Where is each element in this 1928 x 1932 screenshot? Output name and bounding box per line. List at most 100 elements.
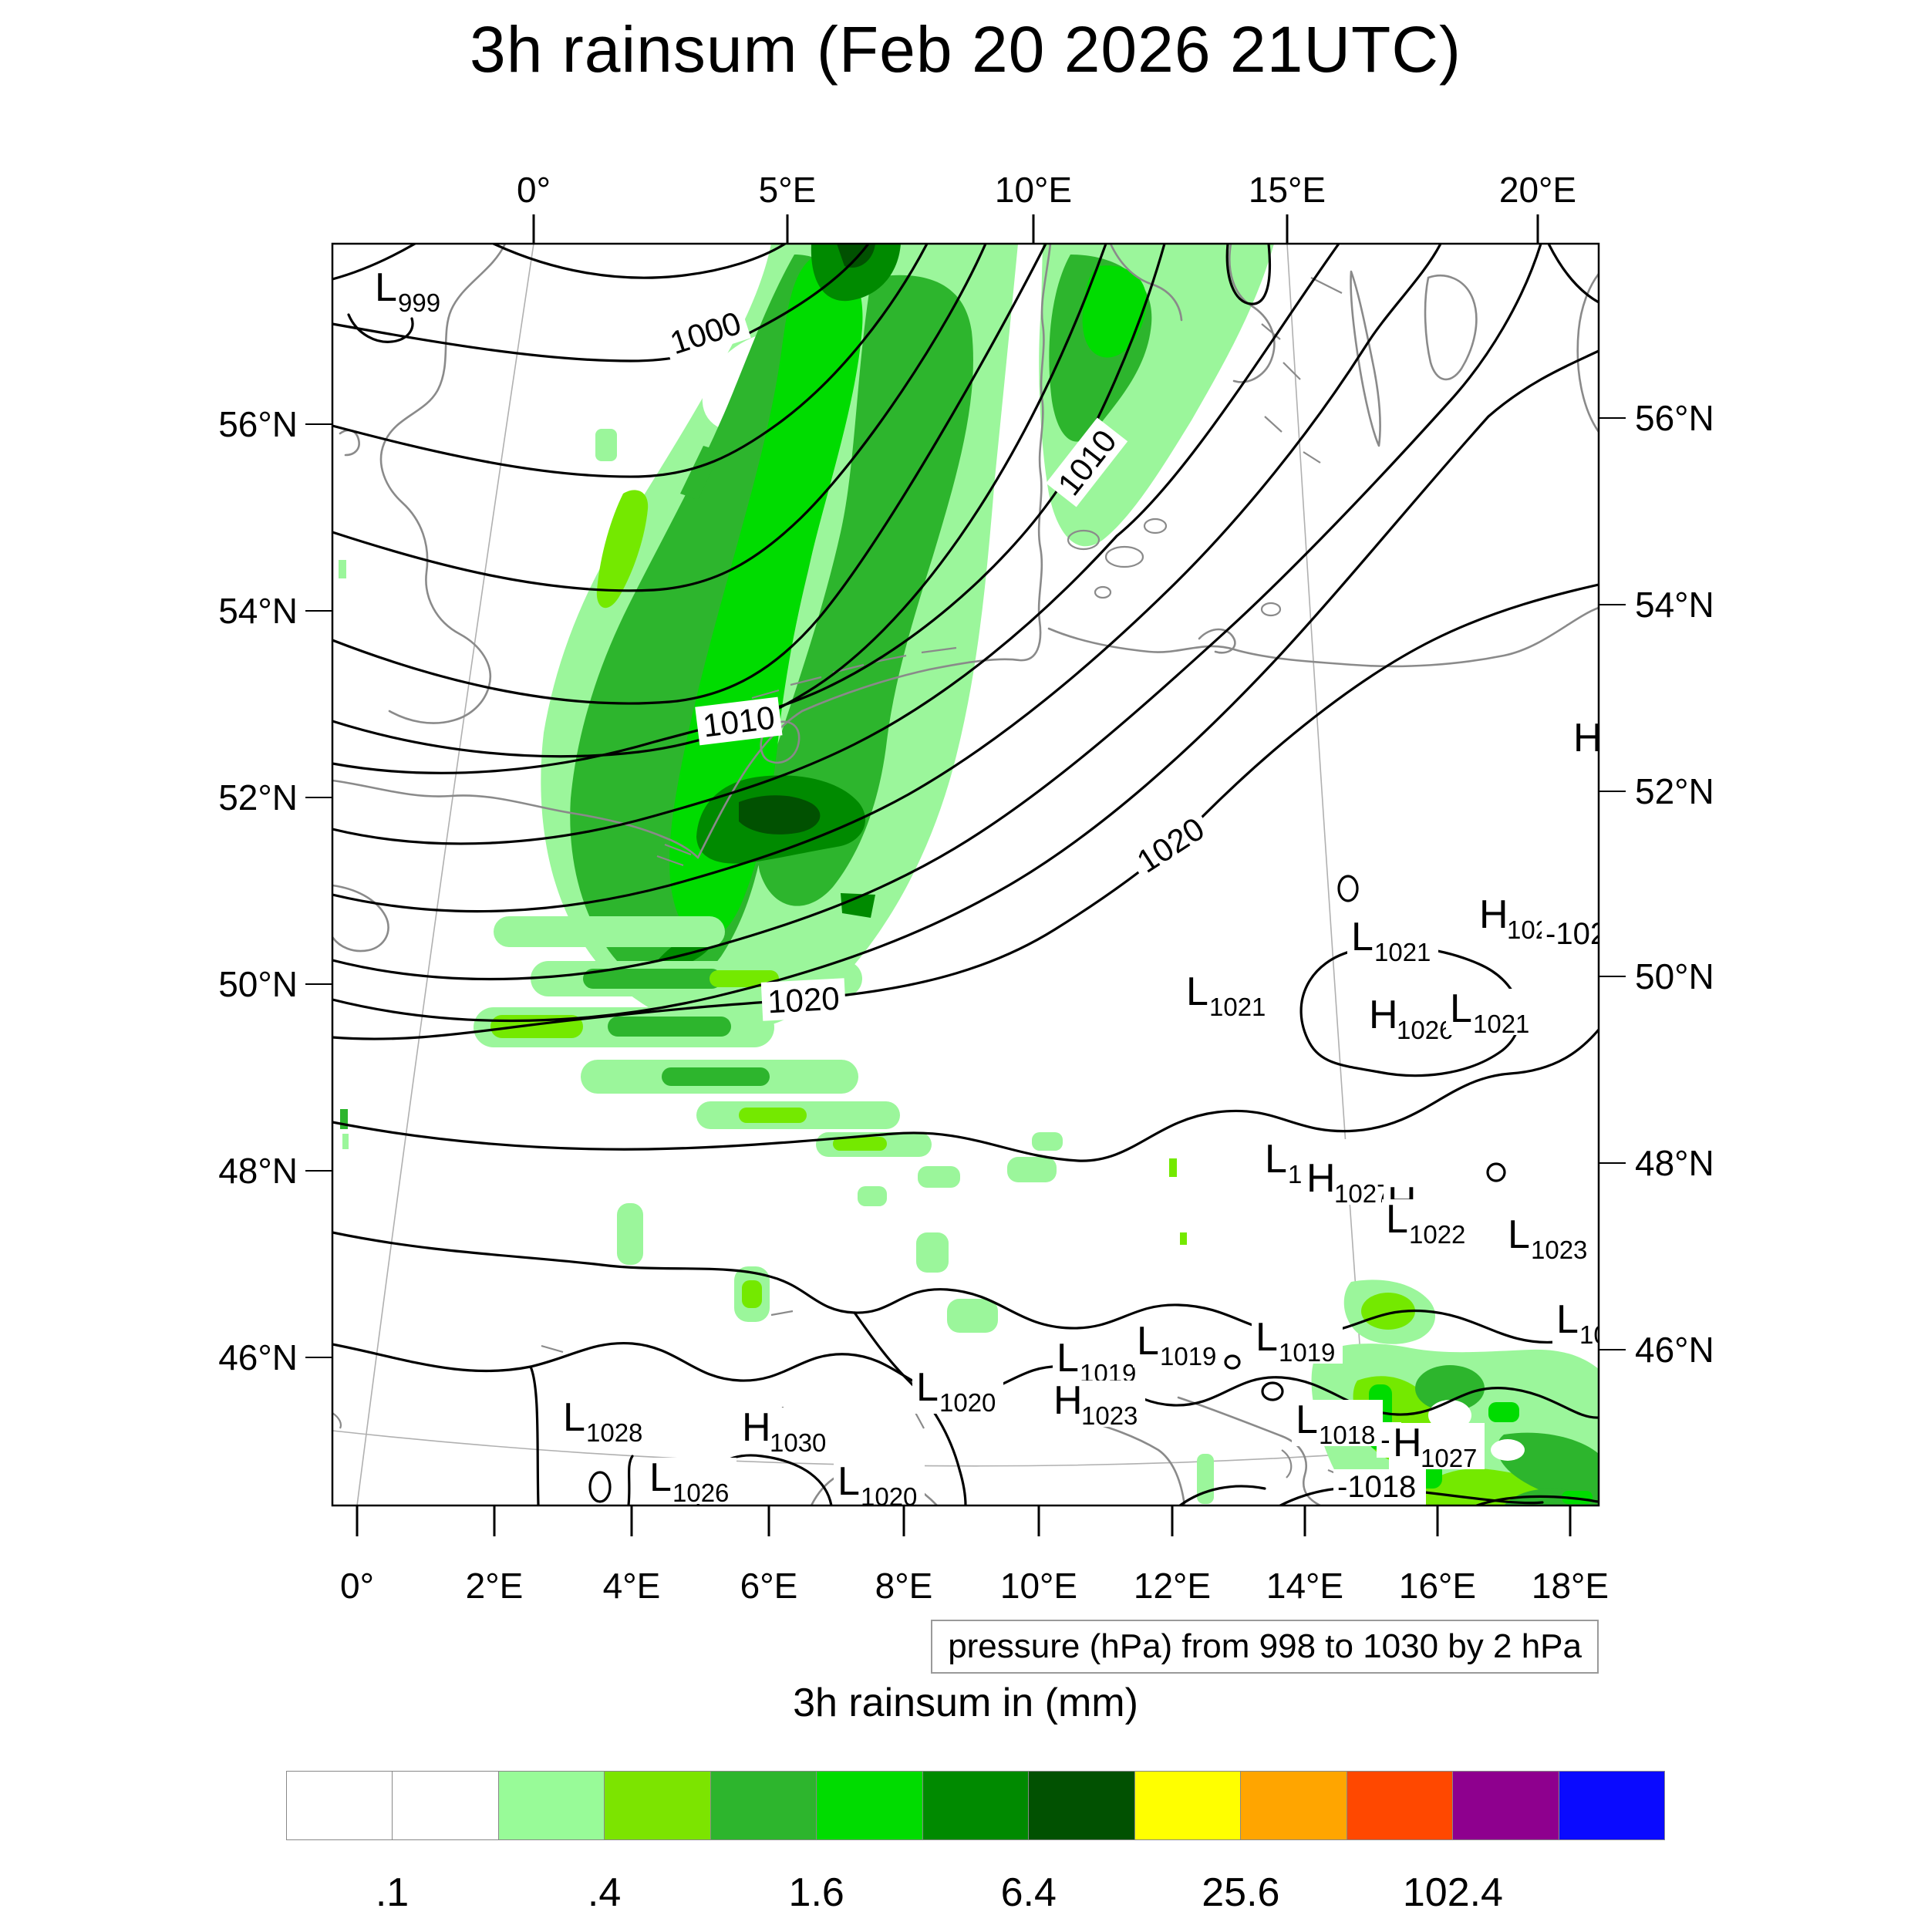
contour-label: 1020 (760, 978, 847, 1021)
label-mask (834, 1462, 925, 1505)
label-mask (1333, 1469, 1426, 1505)
right-axis-label: 46°N (1635, 1330, 1714, 1370)
label-mask (1303, 1158, 1398, 1205)
pressure-center-value: 1021 (1374, 938, 1431, 966)
pressure-center-letter: L (1186, 969, 1208, 1014)
pressure-center-letter: L (1137, 1319, 1159, 1364)
colorbar (286, 1771, 1665, 1840)
pressure-center-letter: L (1256, 1315, 1278, 1360)
pressure-center-letter: L (649, 1455, 672, 1500)
colorbar-cell-3 (605, 1772, 711, 1839)
colorbar-cell-5 (817, 1772, 923, 1839)
label-mask (738, 1408, 834, 1454)
pressure-center-letter: H (1053, 1378, 1083, 1423)
svg-text:1010: 1010 (701, 699, 777, 743)
top-axis-label: 20°E (1499, 170, 1576, 210)
label-mask (1050, 1381, 1145, 1427)
pressure-center-letter: L (1450, 986, 1472, 1031)
left-axis-label: 54°N (218, 591, 298, 631)
colorbar-cell-8 (1134, 1772, 1242, 1839)
pressure-center-letter: L (375, 265, 397, 310)
colorbar-cell-1 (393, 1772, 499, 1839)
bottom-axis-label: 16°E (1399, 1566, 1476, 1606)
colorbar-cell-6 (922, 1772, 1030, 1839)
pressure-center-letter: L (1351, 915, 1374, 959)
pressure-center-labels: L999H1L1021H1026-102L1021H1026L1021L1023… (371, 265, 1607, 1511)
pressure-center-value: 1027 (1334, 1179, 1390, 1208)
label-mask (1365, 995, 1461, 1041)
axis-ticks: 0° 5°E 10°E 15°E 20°E 0° 2°E 4°E 6°E 8°E 10°E 12°E 1… (218, 170, 1714, 1606)
pressure-center-value: 999 (398, 288, 440, 317)
pressure-center-value: 1019 (1279, 1338, 1335, 1367)
pressure-center-value: 1019 (1160, 1342, 1216, 1371)
colorbar-tick-label: .1 (375, 1870, 410, 1915)
pressure-center-letter: H (1573, 716, 1603, 760)
colorbar-cell-2 (498, 1772, 605, 1839)
pressure-center-value: 1020 (939, 1388, 996, 1417)
pressure-edge-label: -1018 (1337, 1470, 1416, 1504)
colorbar-tick-label: .4 (587, 1870, 622, 1915)
right-axis-label: 48°N (1635, 1143, 1714, 1183)
bottom-axis-label: 18°E (1532, 1566, 1609, 1606)
colorbar-cell-10 (1347, 1772, 1454, 1839)
pressure-edge-label: - (1380, 1423, 1390, 1457)
map-frame (331, 242, 1600, 1507)
label-mask (1382, 1199, 1473, 1246)
pressure-center-value: 1030 (770, 1428, 826, 1457)
bottom-axis-label: 0° (340, 1566, 374, 1606)
pressure-center-letter: L (1057, 1336, 1079, 1381)
contour-label: 1020 (1124, 805, 1216, 884)
left-axis-label: 50°N (218, 964, 298, 1004)
contour-label: 1010 (695, 696, 783, 746)
pressure-center-letter: H (1393, 1421, 1422, 1465)
pressure-center-letter: H (742, 1405, 771, 1450)
pressure-center-letter: L (1296, 1398, 1318, 1442)
right-axis-label: 50°N (1635, 956, 1714, 996)
label-mask (1252, 1317, 1343, 1364)
bottom-axis-label: 12°E (1134, 1566, 1211, 1606)
label-mask (645, 1458, 736, 1504)
pressure-center-value: 1026 (672, 1479, 729, 1507)
svg-text:1020: 1020 (767, 980, 841, 1020)
colorbar-cell-0 (287, 1772, 393, 1839)
right-axis-label: 54°N (1635, 585, 1714, 625)
top-axis-label: 15°E (1249, 170, 1326, 210)
pressure-center-value: 1023 (1531, 1236, 1587, 1264)
coastlines (332, 244, 1599, 1505)
label-mask (912, 1367, 1003, 1414)
colorbar-tick-label: 25.6 (1202, 1870, 1280, 1915)
label-mask (1446, 989, 1537, 1035)
pressure-edge-label: -102 (1545, 917, 1607, 951)
top-axis-label: 5°E (759, 170, 817, 210)
pressure-center-letter: H (1479, 892, 1508, 937)
pressure-center-letter: L (838, 1459, 860, 1504)
left-axis-label: 56°N (218, 404, 298, 444)
label-mask (371, 268, 447, 314)
pressure-center-letter: L (1556, 1297, 1579, 1342)
pressure-center-letter: L (916, 1365, 939, 1410)
label-mask (1053, 1338, 1144, 1384)
label-mask (1569, 718, 1599, 764)
pressure-center-value: 1027 (1421, 1444, 1477, 1472)
pressure-center-letter: L (1386, 1197, 1408, 1242)
pressure-center-letter: H (1369, 993, 1398, 1037)
label-mask (1292, 1400, 1383, 1446)
pressure-center-value: 1020 (861, 1482, 917, 1511)
label-mask (1347, 917, 1438, 963)
bottom-axis-label: 2°E (466, 1566, 524, 1606)
colorbar-cell-11 (1453, 1772, 1559, 1839)
bottom-axis-label: 8°E (875, 1566, 933, 1606)
bottom-axis-label: 6°E (740, 1566, 798, 1606)
colorbar-tick-label: 102.4 (1402, 1870, 1503, 1915)
label-mask (1389, 1423, 1485, 1469)
label-mask (1552, 1300, 1599, 1346)
pressure-center-letter: H (1306, 1156, 1336, 1201)
label-mask (1504, 1215, 1595, 1261)
colorbar-tick-label: 1.6 (788, 1870, 844, 1915)
right-axis-label: 56°N (1635, 398, 1714, 438)
precipitation-shading (339, 244, 1599, 1505)
label-mask (559, 1398, 650, 1444)
label-mask (1542, 916, 1599, 952)
colorbar-cell-7 (1029, 1772, 1135, 1839)
left-axis-label: 46°N (218, 1337, 298, 1377)
